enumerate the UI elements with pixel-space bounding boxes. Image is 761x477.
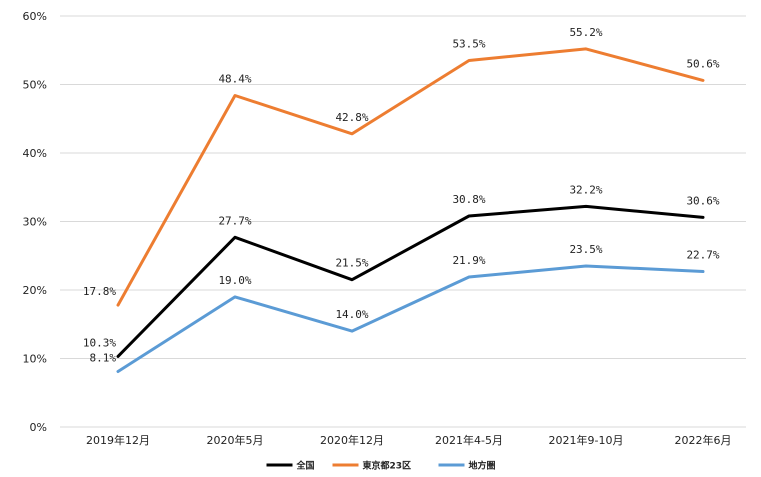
series-line-1 (116, 47, 705, 307)
data-label: 30.8% (452, 193, 485, 206)
series-line-0 (116, 204, 705, 358)
y-axis-ticks: 0% 10% 20% 30% 40% 50% 60% (23, 10, 47, 434)
data-labels: 10.3% 27.7% 21.5% 30.8% 32.2% 30.6% 17.8% 48.4%… (83, 26, 720, 365)
data-label: 8.1% (90, 352, 117, 365)
legend-label: 東京都23区 (363, 460, 412, 472)
data-label: 48.4% (218, 72, 251, 85)
data-label: 50.6% (686, 57, 719, 70)
data-label: 42.8% (335, 111, 368, 124)
y-tick-label: 50% (23, 79, 47, 92)
data-label: 23.5% (569, 243, 602, 256)
data-label: 32.2% (569, 183, 602, 196)
x-tick-label: 2022年6月 (675, 433, 732, 447)
data-label: 55.2% (569, 26, 602, 39)
y-tick-label: 60% (23, 10, 47, 23)
x-axis-ticks: 2019年12月 2020年5月 2020年12月 2021年4-5月 2021年9-1… (86, 433, 732, 447)
data-label: 19.0% (218, 274, 251, 287)
y-tick-label: 0% (30, 421, 47, 434)
legend: 全国 東京都23区 地方圏 (266, 460, 496, 472)
data-label: 22.7% (686, 249, 719, 262)
gridlines (60, 15, 746, 428)
series-lines (116, 47, 705, 373)
legend-label: 全国 (296, 460, 315, 472)
data-label: 21.5% (335, 257, 368, 270)
y-tick-label: 40% (23, 147, 47, 160)
data-label: 14.0% (335, 308, 368, 321)
y-tick-label: 30% (23, 216, 47, 229)
legend-label: 地方圏 (469, 460, 496, 472)
data-label: 53.5% (452, 38, 485, 51)
y-tick-label: 20% (23, 284, 47, 297)
data-label: 27.7% (218, 214, 251, 227)
data-label: 21.9% (452, 254, 485, 267)
x-tick-label: 2019年12月 (86, 433, 150, 447)
x-tick-label: 2020年5月 (207, 433, 264, 447)
y-tick-label: 10% (23, 353, 47, 366)
data-label: 10.3% (83, 336, 116, 349)
x-tick-label: 2021年4-5月 (435, 433, 503, 447)
data-label: 30.6% (686, 194, 719, 207)
data-label: 17.8% (83, 285, 116, 298)
x-tick-label: 2020年12月 (320, 433, 384, 447)
series-line-2 (116, 264, 705, 373)
x-tick-label: 2021年9-10月 (549, 433, 624, 447)
